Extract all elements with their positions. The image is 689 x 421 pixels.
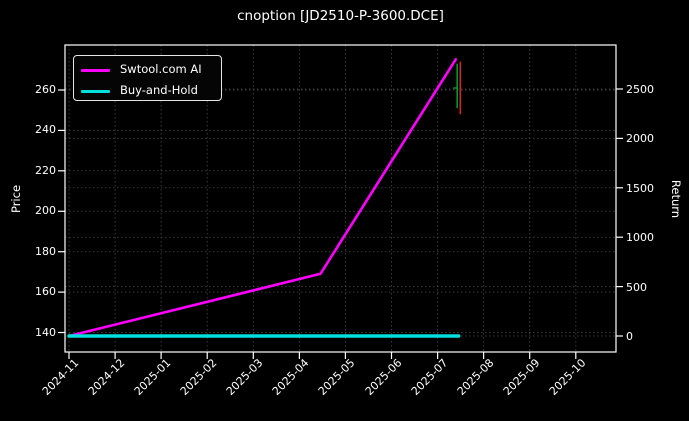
price-tick-label: 260 [35, 83, 56, 96]
price-tick-label: 240 [35, 123, 56, 137]
return-tick-label: 2500 [626, 83, 654, 96]
legend: Swtool.com AI Buy-and-Hold [73, 55, 222, 101]
legend-item-buyhold: Buy-and-Hold [74, 81, 221, 101]
return-tick-label: 500 [626, 280, 647, 294]
ai-line-swatch [81, 69, 110, 72]
price-tick-label: 180 [35, 244, 56, 258]
return-tick-label: 1000 [626, 231, 654, 245]
return-tick-label: 1500 [626, 181, 654, 195]
buyhold-line-swatch [81, 90, 110, 93]
legend-label-buyhold: Buy-and-Hold [120, 83, 198, 97]
return-tick-label: 2000 [626, 132, 654, 146]
price-tick-label: 220 [35, 163, 56, 177]
price-tick-label: 160 [35, 285, 56, 299]
return-tick-label: 0 [626, 330, 633, 343]
plot-spines [64, 44, 617, 353]
series-line [67, 58, 458, 338]
legend-item-ai: Swtool.com AI [74, 60, 221, 80]
price-tick-label: 200 [35, 204, 56, 218]
legend-label-ai: Swtool.com AI [120, 62, 202, 76]
price-tick-label: 140 [35, 325, 56, 339]
chart-title: cnoption [JD2510-P-3600.DCE] [237, 8, 444, 24]
